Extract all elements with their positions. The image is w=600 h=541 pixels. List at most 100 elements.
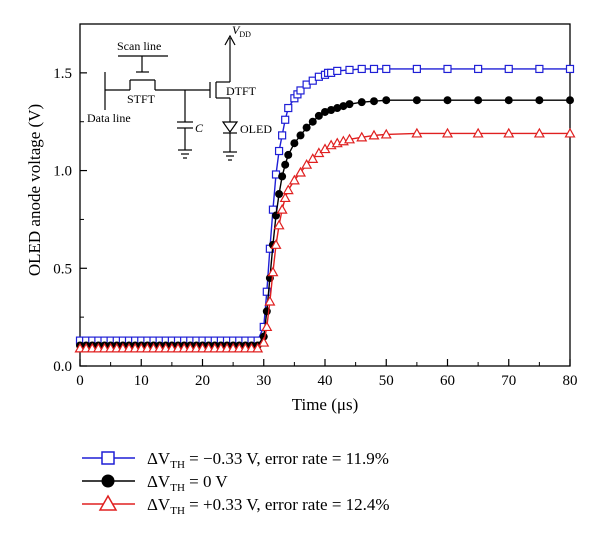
data-point-square <box>296 86 305 95</box>
data-point-square <box>412 64 421 74</box>
legend-label-pos: ΔVTH = +0.33 V, error rate = 12.4% <box>147 495 390 517</box>
legend-suffix-pos: = +0.33 V, error rate = 12.4% <box>185 495 390 514</box>
x-tick-label: 10 <box>134 373 149 389</box>
inset-label-dtft: DTFT <box>226 84 257 98</box>
y-tick-label: 1.5 <box>53 66 72 82</box>
data-point-circle <box>566 96 574 105</box>
data-point-triangle <box>252 342 264 353</box>
inset-label-oled: OLED <box>240 122 272 136</box>
legend-marker-zero <box>101 474 115 488</box>
data-point-square <box>274 146 284 156</box>
legend-sub-zero: TH <box>170 482 185 494</box>
data-point-triangle <box>288 174 300 185</box>
data-point-square <box>535 64 544 74</box>
data-point-circle <box>321 107 329 116</box>
data-point-circle <box>382 96 391 105</box>
data-point-circle <box>327 105 336 114</box>
data-point-triangle <box>301 158 313 169</box>
data-point-triangle <box>276 203 288 214</box>
data-point-circle <box>443 96 452 105</box>
data-point-circle <box>412 96 421 105</box>
data-point-triangle <box>411 127 423 138</box>
data-point-circle <box>474 96 483 105</box>
series-line <box>80 99 570 347</box>
data-point-triangle <box>294 166 307 177</box>
legend-suffix-zero: = 0 V <box>185 472 229 491</box>
data-point-circle <box>504 96 513 105</box>
data-point-circle <box>308 117 317 126</box>
data-point-circle <box>296 131 305 140</box>
y-tick-label: 1.0 <box>53 164 72 180</box>
legend-marker-neg <box>101 451 115 465</box>
data-point-square <box>474 64 483 74</box>
data-point-square <box>278 131 287 140</box>
data-point-circle <box>535 96 544 105</box>
y-tick-label: 0.5 <box>53 261 72 277</box>
x-tick-label: 0 <box>76 373 84 389</box>
legend-sub-pos: TH <box>170 505 185 517</box>
data-point-square <box>345 65 354 75</box>
data-point-square <box>284 103 293 113</box>
inset-label-scan-line: Scan line <box>117 39 161 53</box>
data-point-circle <box>345 100 354 109</box>
x-tick-label: 30 <box>256 373 271 389</box>
series-1 <box>76 96 574 350</box>
data-point-square <box>565 64 575 74</box>
data-point-triangle <box>380 128 392 139</box>
inset-label-data-line: Data line <box>87 111 131 125</box>
inset-label-capacitor: C <box>195 121 204 135</box>
legend-entry-zero: ΔVTH = 0 V <box>82 472 228 494</box>
series-2 <box>74 127 576 353</box>
data-point-triangle <box>564 127 576 138</box>
inset-label-vdd: VDD <box>232 23 251 39</box>
data-point-circle <box>275 190 284 199</box>
series-group <box>74 64 576 353</box>
legend-suffix-neg: = −0.33 V, error rate = 11.9% <box>185 449 389 468</box>
axes-group: OLED anode voltage (V) Time (μs) 0 10 20 30… <box>25 66 578 414</box>
data-point-triangle <box>472 127 484 138</box>
data-point-circle <box>284 150 293 159</box>
legend-entry-pos: ΔVTH = +0.33 V, error rate = 12.4% <box>82 494 390 517</box>
series-line <box>80 132 570 350</box>
legend-prefix-zero: ΔV <box>147 472 171 491</box>
data-point-circle <box>370 97 378 106</box>
data-point-circle <box>333 104 342 113</box>
data-point-square <box>443 64 452 74</box>
data-point-triangle <box>343 133 356 144</box>
legend-prefix-pos: ΔV <box>147 495 171 514</box>
legend-sub-neg: TH <box>170 459 185 471</box>
data-point-square <box>333 66 342 76</box>
data-point-circle <box>339 102 348 111</box>
x-tick-label: 50 <box>379 373 394 389</box>
y-tick-label: 0.0 <box>53 359 72 375</box>
data-point-square <box>281 115 290 124</box>
data-point-circle <box>314 111 323 120</box>
data-point-triangle <box>270 239 282 249</box>
inset-label-stft: STFT <box>127 92 156 106</box>
legend: ΔVTH = −0.33 V, error rate = 11.9% ΔVTH … <box>82 449 390 517</box>
data-point-triangle <box>264 295 276 306</box>
x-tick-label: 80 <box>563 373 578 389</box>
legend-prefix-neg: ΔV <box>147 449 171 468</box>
y-axis-label: OLED anode voltage (V) <box>25 104 44 276</box>
data-point-triangle <box>503 127 515 138</box>
data-point-triangle <box>356 131 368 142</box>
data-point-circle <box>290 139 299 148</box>
legend-marker-pos <box>98 494 118 511</box>
data-point-triangle <box>267 266 279 277</box>
data-point-triangle <box>279 192 291 203</box>
legend-entry-neg: ΔVTH = −0.33 V, error rate = 11.9% <box>82 449 389 471</box>
data-point-square <box>504 64 513 74</box>
data-point-circle <box>281 160 290 169</box>
circuit-inset-labels: VDD Scan line STFT Data line DTFT C OLED <box>87 23 272 136</box>
data-point-triangle <box>258 336 270 347</box>
data-point-triangle <box>533 127 545 138</box>
data-point-circle <box>278 172 287 181</box>
x-tick-label: 70 <box>501 373 516 389</box>
data-point-triangle <box>368 129 380 140</box>
data-point-triangle <box>273 219 285 230</box>
vdd-v: V <box>232 23 241 37</box>
data-point-triangle <box>261 321 273 332</box>
data-point-circle <box>302 123 311 132</box>
